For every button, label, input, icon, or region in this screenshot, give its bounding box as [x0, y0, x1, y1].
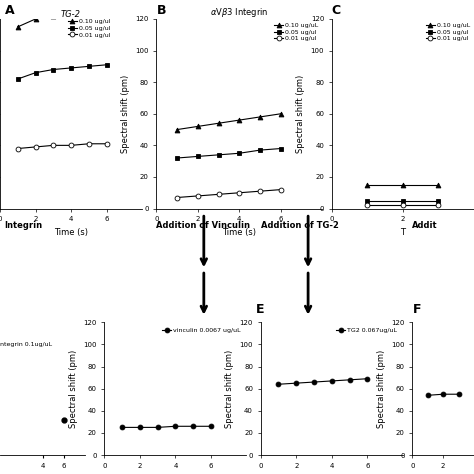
0.05 ug/ul [365, 198, 370, 203]
0.01 ug/ul [86, 141, 91, 146]
Legend: 0.10 ug/uL, 0.05 ug/ul, 0.01 ug/ul: 0.10 ug/uL, 0.05 ug/ul, 0.01 ug/ul [273, 22, 319, 42]
0.01 ug/ul [365, 202, 370, 208]
vinculin 0.0067 ug/uL [119, 425, 125, 430]
0.10 ug/uL [400, 182, 406, 188]
vinculin 0.0067 ug/uL [155, 425, 160, 430]
vinculin 0.0067 ug/uL [137, 425, 143, 430]
Line: 0.10 ug/ul: 0.10 ug/ul [15, 4, 109, 29]
0.05 ug/ul [68, 65, 74, 71]
0.05 ug/ul [278, 146, 283, 151]
Line: 0.01 ug/ul: 0.01 ug/ul [365, 203, 441, 208]
TG2 0.067ug/uL [365, 376, 370, 382]
0.10 ug/uL [174, 127, 180, 132]
Title: TG-2: TG-2 [61, 10, 81, 19]
0.01 ug/ul [104, 141, 109, 146]
vinculin 0.0067 ug/uL [191, 423, 196, 429]
Text: ntegrin 0.1ug/uL: ntegrin 0.1ug/uL [0, 342, 52, 347]
Y-axis label: Spectral shift (pm): Spectral shift (pm) [121, 74, 130, 153]
TG2 0.067ug/uL [329, 378, 335, 384]
0.10 ug/ul [68, 10, 74, 16]
Text: A: A [5, 4, 14, 17]
Y-axis label: Spectral shift (pm): Spectral shift (pm) [225, 349, 234, 428]
X-axis label: T: T [401, 228, 405, 237]
0.10 ug/ul [86, 7, 91, 12]
0.01 ug/ul [278, 187, 283, 192]
Text: Addition of TG-2: Addition of TG-2 [261, 220, 338, 229]
vinculin 0.0067 ug/uL [173, 423, 178, 429]
0.01 ug/ul [50, 143, 56, 148]
0.10 ug/uL [365, 182, 370, 188]
0.01 ug/ul [195, 193, 201, 199]
0.05 ug/ul [50, 67, 56, 73]
Title: $\alpha$V$\beta$3 Integrin: $\alpha$V$\beta$3 Integrin [210, 6, 269, 19]
Line: 0.05 ug/ul: 0.05 ug/ul [175, 146, 283, 160]
Text: F: F [412, 303, 421, 316]
0.05 ug/ul [237, 150, 242, 156]
Y-axis label: Spectral shift (pm): Spectral shift (pm) [296, 74, 305, 153]
0.10 ug/uL [278, 111, 283, 117]
Text: Integrin: Integrin [5, 220, 43, 229]
X-axis label: Time (s): Time (s) [222, 228, 256, 237]
Line: 0.05 ug/ul: 0.05 ug/ul [365, 198, 441, 203]
0.05 ug/ul [216, 152, 221, 158]
0.10 ug/uL [195, 124, 201, 129]
Line: 0.01 ug/ul: 0.01 ug/ul [15, 141, 109, 151]
Legend: 0.10 ug/uL, 0.05 ug/ul, 0.01 ug/ul: 0.10 ug/uL, 0.05 ug/ul, 0.01 ug/ul [425, 22, 471, 42]
Text: Addit: Addit [412, 220, 438, 229]
Legend: TG2 0.067ug/uL: TG2 0.067ug/uL [334, 326, 400, 336]
0.01 ug/ul [15, 146, 20, 151]
0.05 ug/ul [104, 62, 109, 68]
vinculin 0.0067 ug/uL [208, 423, 214, 429]
0.10 ug/uL [257, 114, 263, 120]
Text: E: E [256, 303, 264, 316]
TG2 0.067ug/uL [311, 379, 317, 385]
TG2 0.067ug/uL [347, 377, 353, 383]
0.10 ug/uL [237, 117, 242, 123]
TG2 0.067ug/uL [293, 380, 299, 386]
0.05 ug/ul [195, 154, 201, 159]
0.05 ug/ul [400, 198, 406, 203]
Line: TG2 0.067ug/uL: TG2 0.067ug/uL [276, 376, 370, 387]
0.10 ug/uL [216, 120, 221, 126]
0.01 ug/ul [257, 188, 263, 194]
0.05 ug/ul [436, 198, 441, 203]
TG2 0.067ug/uL [276, 382, 282, 387]
0.01 ug/ul [33, 144, 38, 150]
0.05 ug/ul [15, 76, 20, 82]
0.05 ug/ul [174, 155, 180, 161]
0.01 ug/ul [400, 202, 406, 208]
Line: 0.01 ug/ul: 0.01 ug/ul [175, 187, 283, 200]
0.10 ug/ul [33, 16, 38, 22]
Y-axis label: Spectral shift (pm): Spectral shift (pm) [69, 349, 78, 428]
0.10 ug/ul [15, 24, 20, 30]
0.10 ug/ul [50, 13, 56, 18]
Legend: vinculin 0.0067 ug/uL: vinculin 0.0067 ug/uL [159, 326, 243, 336]
Line: 0.05 ug/ul: 0.05 ug/ul [15, 63, 109, 82]
X-axis label: Time (s): Time (s) [54, 228, 88, 237]
Line: vinculin 0.0067 ug/uL: vinculin 0.0067 ug/uL [119, 424, 213, 430]
Legend: 0.10 ug/ul, 0.05 ug/ul, 0.01 ug/ul: 0.10 ug/ul, 0.05 ug/ul, 0.01 ug/ul [67, 18, 111, 38]
0.01 ug/ul [216, 191, 221, 197]
0.01 ug/ul [68, 143, 74, 148]
0.05 ug/ul [257, 147, 263, 153]
0.05 ug/ul [33, 70, 38, 75]
0.01 ug/ul [174, 195, 180, 201]
0.01 ug/ul [436, 202, 441, 208]
0.05 ug/ul [86, 64, 91, 69]
Line: 0.10 ug/uL: 0.10 ug/uL [365, 182, 441, 187]
Y-axis label: Spectral shift (pm): Spectral shift (pm) [377, 349, 386, 428]
Line: 0.10 ug/uL: 0.10 ug/uL [175, 111, 283, 132]
Text: C: C [332, 4, 341, 17]
Text: Addition of Vinculin: Addition of Vinculin [156, 220, 250, 229]
0.10 ug/uL [436, 182, 441, 188]
0.01 ug/ul [237, 190, 242, 196]
0.10 ug/ul [104, 3, 109, 9]
Text: B: B [156, 4, 166, 17]
